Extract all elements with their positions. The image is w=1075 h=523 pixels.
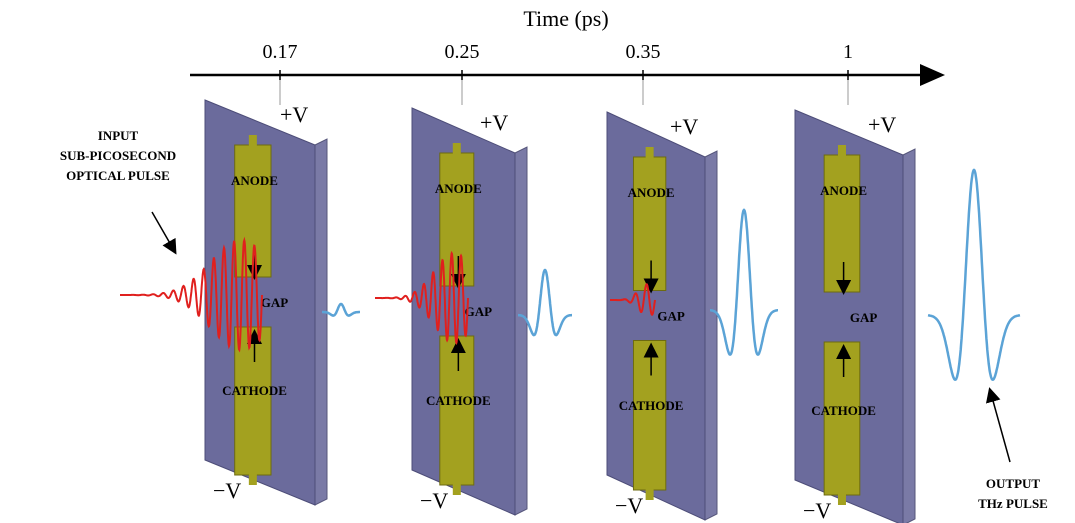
cathode-tab [645, 488, 654, 500]
cathode-electrode [439, 335, 475, 486]
anode-tab [645, 147, 654, 159]
cathode-label: CATHODE [426, 393, 491, 408]
panel-side [902, 148, 916, 523]
cathode-electrode [823, 341, 861, 496]
output-label: THz PULSE [978, 496, 1048, 511]
panel-side [514, 146, 528, 516]
input-label: OPTICAL PULSE [66, 168, 170, 183]
output-label: OUTPUT [986, 476, 1041, 491]
plus-v-label: +V [868, 112, 896, 137]
thz-pulse [322, 302, 360, 317]
panel: ANODE GAP CATHODE +V −V [204, 99, 328, 506]
panel-side [704, 150, 718, 521]
cathode-tab [248, 473, 257, 485]
thz-pulse [927, 168, 1021, 382]
optical-pulse [375, 250, 469, 346]
anode-electrode [632, 156, 667, 291]
thz-pulse [709, 208, 779, 356]
cathode-tab [452, 483, 461, 495]
thz-pulse [518, 268, 572, 337]
output-pointer [985, 387, 1011, 463]
anode-label: ANODE [231, 173, 278, 188]
cathode-label: CATHODE [222, 383, 287, 398]
tick-label: 0.35 [626, 41, 661, 63]
panel-face [794, 109, 904, 523]
minus-v-label: −V [615, 493, 643, 518]
gap-label: GAP [261, 295, 289, 310]
gap-label: GAP [465, 304, 493, 319]
cathode-label: CATHODE [811, 403, 876, 418]
axis-title: Time (ps) [523, 6, 608, 31]
anode-label: ANODE [820, 183, 867, 198]
axis-arrowhead [920, 64, 945, 86]
anode-label: ANODE [435, 181, 482, 196]
tick-label: 0.25 [445, 41, 480, 63]
anode-tab [837, 145, 846, 157]
anode-tab [248, 135, 257, 147]
tick-label: 1 [843, 41, 853, 63]
minus-v-label: −V [420, 488, 448, 513]
panel: ANODE GAP CATHODE +V −V [794, 109, 916, 523]
plus-v-label: +V [670, 114, 698, 139]
anode-tab [452, 143, 461, 155]
minus-v-label: −V [803, 498, 831, 523]
optical-pulse [120, 236, 263, 353]
cathode-tab [837, 493, 846, 505]
minus-v-label: −V [213, 478, 241, 503]
anode-electrode [439, 152, 475, 287]
panel-face [606, 111, 706, 521]
input-pointer [151, 211, 177, 255]
panel-side [314, 138, 328, 506]
panel-face [204, 99, 316, 506]
plus-v-label: +V [480, 110, 508, 135]
gap-label: GAP [657, 309, 685, 324]
anode-electrode [823, 154, 861, 293]
cathode-label: CATHODE [619, 398, 684, 413]
anode-label: ANODE [628, 185, 675, 200]
optical-pulse [610, 283, 656, 316]
panel: ANODE GAP CATHODE +V −V [606, 111, 718, 521]
tick-label: 0.17 [263, 41, 298, 63]
input-label: INPUT [98, 128, 139, 143]
cathode-electrode [632, 340, 667, 491]
gap-label: GAP [850, 310, 878, 325]
input-label: SUB-PICOSECOND [60, 148, 176, 163]
plus-v-label: +V [280, 102, 308, 127]
